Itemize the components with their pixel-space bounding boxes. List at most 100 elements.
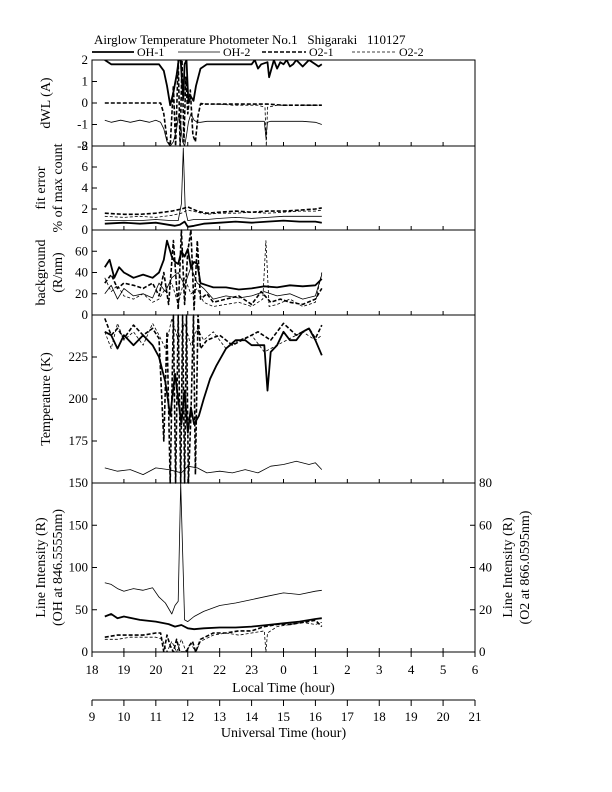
y-tick-label-dwl: -1 (77, 117, 88, 132)
series-background-o2-2 (104, 240, 323, 307)
y-tick-label-background: 20 (75, 286, 88, 301)
series-fit-error-oh-1 (104, 219, 322, 228)
y-right-tick-label-intensity: 20 (479, 602, 492, 617)
series-intensity-oh-2 (104, 482, 322, 622)
y-axis-title-fit-error: fit error (34, 166, 49, 209)
panel-frame-background (91, 229, 476, 316)
local-time-axis-title: Local Time (hour) (232, 681, 335, 696)
universal-time-tick-label: 10 (117, 709, 130, 724)
chart-title: Airglow Temperature Photometer No.1 Shig… (94, 32, 406, 47)
series-temperature-oh-1 (104, 327, 323, 434)
y-tick-label-dwl: -2 (77, 138, 88, 153)
series-group-dwl (104, 60, 323, 147)
series-background-o2-1 (104, 229, 323, 311)
series-group-intensity (104, 482, 323, 652)
universal-time-tick-label: 19 (405, 709, 418, 724)
series-intensity-oh-1 (104, 613, 322, 631)
local-time-tick-label: 5 (440, 662, 447, 677)
series-intensity-o2-2 (104, 622, 322, 652)
series-group-background (104, 229, 323, 311)
local-time-tick-label: 0 (280, 662, 287, 677)
universal-time-tick-label: 17 (341, 709, 355, 724)
y-axis-title-intensity: (OH at 846.5555nm) (51, 509, 66, 626)
series-intensity-o2-1 (104, 619, 323, 652)
series-fit-error-oh-2 (104, 147, 322, 222)
series-background-oh-1 (104, 239, 323, 291)
universal-time-tick-label: 21 (469, 709, 482, 724)
y-tick-label-temperature: 150 (69, 475, 89, 490)
y-axis-title-intensity: Line Intensity (R) (34, 517, 49, 618)
panel-frame-intensity (91, 482, 476, 653)
y-tick-label-background: 0 (82, 307, 89, 322)
y-tick-label-dwl: 2 (82, 52, 89, 67)
y-right-axis-title-intensity: (O2 at 866.0595nm) (518, 510, 533, 624)
legend-label-o2-2: O2-2 (399, 45, 424, 59)
legend-label-oh-1: OH-1 (137, 45, 164, 59)
series-dwl-o2-1 (104, 60, 322, 147)
panel-dwl: -2 -1 0 1 2 dWL (A) (39, 52, 476, 153)
series-background-oh-2 (104, 266, 323, 300)
local-time-tick-label: 2 (344, 662, 351, 677)
y-tick-label-temperature: 200 (69, 391, 89, 406)
series-dwl-oh-1 (104, 60, 323, 107)
y-tick-label-intensity: 0 (82, 644, 89, 659)
y-tick-label-intensity: 100 (69, 560, 89, 575)
universal-time-axis-title: Universal Time (hour) (221, 726, 347, 741)
universal-time-tick-label: 13 (213, 709, 226, 724)
universal-time-tick-label: 11 (150, 709, 163, 724)
y-tick-label-dwl: 1 (82, 74, 89, 89)
plot-panels: -2 -1 0 1 2 dWL (A) 0 2 4 6 8 fit error% of max cou… (34, 52, 533, 659)
local-time-tick-label: 20 (149, 662, 162, 677)
panel-background: 0 20 40 60 background (R/nm) (34, 229, 476, 322)
series-fit-error-o2-2 (104, 209, 322, 218)
local-time-tick-label: 1 (312, 662, 319, 677)
y-tick-label-intensity: 150 (69, 517, 89, 532)
y-tick-label-fit-error: 6 (82, 159, 89, 174)
y-right-tick-label-intensity: 40 (479, 560, 492, 575)
y-right-tick-label-intensity: 0 (479, 644, 486, 659)
universal-time-tick-label: 14 (245, 709, 259, 724)
universal-time-tick-label: 15 (277, 709, 290, 724)
series-temperature-o2-2 (104, 317, 323, 353)
universal-time-tick-label: 9 (89, 709, 96, 724)
legend: OH-1 OH-2 O2-1 O2-2 (92, 45, 424, 59)
local-time-tick-label: 23 (245, 662, 258, 677)
local-time-tick-label: 6 (472, 662, 479, 677)
panel-frame-fit-error (91, 145, 476, 231)
local-time-tick-label: 22 (213, 662, 226, 677)
series-fit-error-o2-1 (104, 206, 322, 216)
y-right-axis-title-intensity: Line Intensity (R) (501, 517, 516, 618)
y-tick-label-dwl: 0 (82, 95, 89, 110)
series-group-temperature (104, 314, 323, 484)
y-axis-title-background: background (34, 239, 49, 305)
y-axis-title-fit-error: % of max count (51, 143, 66, 232)
y-tick-label-fit-error: 2 (82, 201, 89, 216)
y-tick-label-background: 60 (75, 243, 88, 258)
series-temperature-oh-2 (104, 460, 323, 476)
y-right-tick-label-intensity: 80 (479, 475, 492, 490)
local-time-tick-label: 4 (408, 662, 415, 677)
y-axis-title-dwl: dWL (A) (39, 77, 54, 129)
universal-time-tick-label: 16 (309, 709, 323, 724)
y-tick-label-temperature: 175 (69, 433, 89, 448)
y-axis-title-background: (R/nm) (51, 252, 66, 293)
y-tick-label-fit-error: 8 (82, 138, 89, 153)
y-tick-label-fit-error: 4 (82, 180, 89, 195)
local-time-tick-label: 19 (117, 662, 130, 677)
panel-temperature: 150 175 200 225 Temperature (K) (39, 314, 476, 490)
legend-label-o2-1: O2-1 (309, 45, 334, 59)
y-tick-label-intensity: 50 (75, 602, 88, 617)
series-temperature-o2-1 (104, 314, 323, 484)
y-axis-title-temperature: Temperature (K) (39, 352, 54, 446)
local-time-tick-label: 21 (181, 662, 194, 677)
series-group-fit-error (104, 147, 322, 228)
y-right-tick-label-intensity: 60 (479, 517, 492, 532)
universal-time-tick-label: 18 (373, 709, 386, 724)
y-tick-label-temperature: 225 (69, 349, 89, 364)
series-dwl-o2-2 (200, 102, 322, 147)
y-tick-label-background: 40 (75, 265, 88, 280)
local-time-tick-label: 18 (86, 662, 99, 677)
